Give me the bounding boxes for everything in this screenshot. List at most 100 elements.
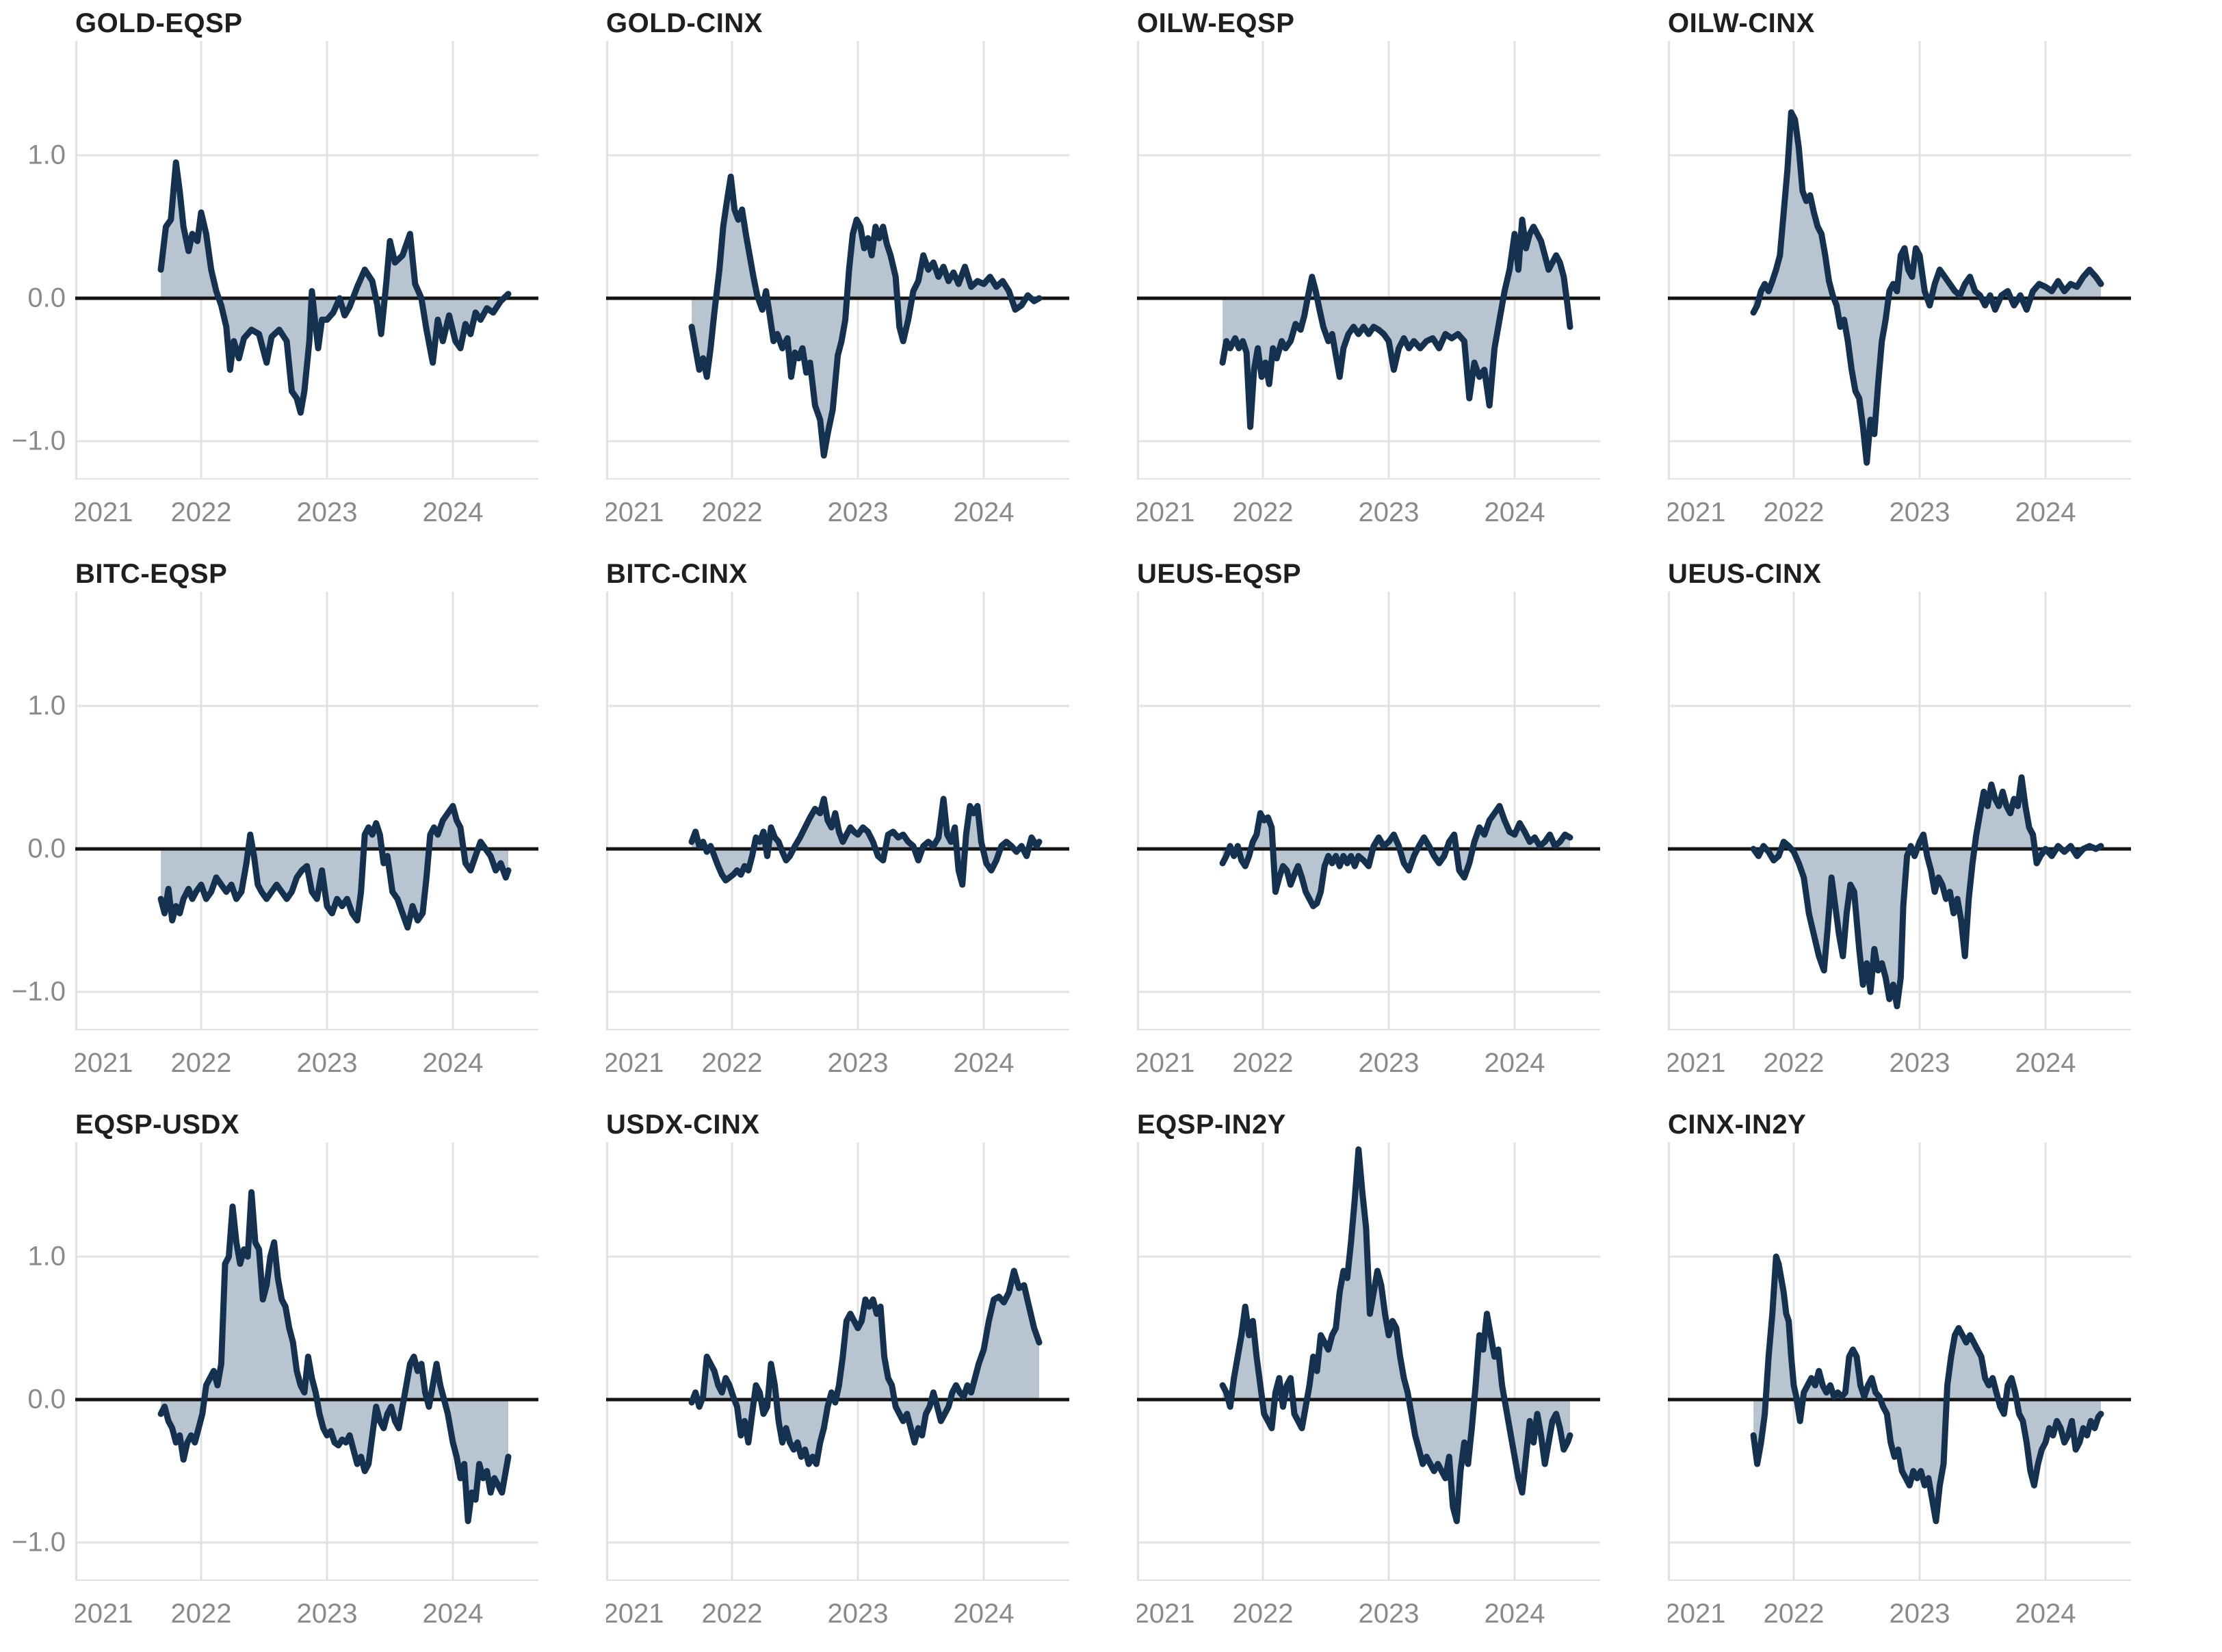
chart-panel: GOLD-EQSP 2021 2022 2023 2024 [75,0,606,551]
x-tick-label: 2024 [1485,1048,1545,1078]
series-line [1219,1146,1573,1525]
x-tick-label: 2022 [1764,1599,1825,1629]
x-tick-label: 2023 [1359,1048,1420,1078]
x-tick-label: 2023 [297,1599,358,1629]
panel-title: OILW-CINX [1668,8,1815,38]
y-tick-label: 0.0 [27,283,66,313]
chart-panel: BITC-EQSP 2021 2022 2023 2024 [75,551,606,1101]
chart-panel: BITC-CINX 2021 2022 2023 2024 [606,551,1137,1101]
x-tick-label: 2022 [702,1599,763,1629]
x-tick-label: 2023 [297,1048,358,1078]
panel-title: BITC-CINX [606,559,748,589]
chart-canvas: 2021 2022 2023 2024 [1668,41,2131,527]
x-tick-label: 2021 [75,1048,133,1078]
chart-canvas: 2021 2022 2023 2024 [1137,1142,1600,1629]
y-axis-gutter: 1.0 0.0 −1.0 [0,0,75,551]
x-tick-label: 2021 [1668,497,1725,527]
x-tick-label: 2022 [171,1048,232,1078]
panel-title: UEUS-EQSP [1137,559,1302,589]
series-area [1753,777,2101,1006]
panel-title: EQSP-USDX [75,1110,240,1140]
chart-canvas: 2021 2022 2023 2024 [75,592,538,1078]
x-tick-label: 2021 [606,1048,664,1078]
chart-panel: EQSP-USDX 2021 2022 2023 2024 [75,1101,606,1652]
x-tick-label: 2021 [1137,1599,1194,1629]
y-tick-label: −1.0 [12,425,66,456]
x-tick-label: 2021 [75,1599,133,1629]
x-tick-label: 2021 [75,497,133,527]
y-tick-label: 1.0 [27,1241,66,1272]
x-tick-label: 2024 [2015,497,2076,527]
x-tick-label: 2022 [1233,1599,1294,1629]
chart-panel: OILW-EQSP 2021 2022 2023 2024 [1137,0,1668,551]
x-tick-label: 2023 [828,1048,889,1078]
x-tick-label: 2024 [423,497,484,527]
series-line [1750,109,2104,466]
x-tick-label: 2021 [606,497,664,527]
panel-title: EQSP-IN2Y [1137,1110,1286,1140]
x-tick-label: 2023 [828,1599,889,1629]
panel-title: USDX-CINX [606,1110,760,1140]
series-line [157,1189,512,1525]
x-tick-label: 2024 [2015,1048,2076,1078]
series-area [1223,220,1570,428]
x-tick-label: 2024 [1485,497,1545,527]
chart-panel: EQSP-IN2Y 2021 2022 2023 2024 [1137,1101,1668,1652]
panel-title: BITC-EQSP [75,559,228,589]
y-tick-label: 0.0 [27,833,66,864]
x-tick-label: 2024 [423,1048,484,1078]
chart-canvas: 2021 2022 2023 2024 [1668,592,2131,1078]
chart-canvas: 2021 2022 2023 2024 [1137,592,1600,1078]
panel-title: OILW-EQSP [1137,8,1295,38]
series-line [157,159,512,416]
x-tick-label: 2022 [171,1599,232,1629]
chart-panel: UEUS-CINX 2021 2022 2023 2024 [1668,551,2199,1101]
x-tick-label: 2023 [297,497,358,527]
series-line [157,802,512,931]
chart-canvas: 2021 2022 2023 2024 [75,41,538,527]
x-tick-label: 2024 [954,1599,1015,1629]
chart-panel: GOLD-CINX 2021 2022 2023 2024 [606,0,1137,551]
x-tick-label: 2023 [1359,1599,1420,1629]
x-tick-label: 2023 [828,497,889,527]
x-tick-label: 2023 [1890,1048,1950,1078]
x-tick-label: 2022 [171,497,232,527]
series-line [688,173,1043,459]
series-area [161,1192,508,1521]
y-tick-label: 1.0 [27,140,66,170]
chart-canvas: 2021 2022 2023 2024 [606,41,1069,527]
x-tick-label: 2024 [1485,1599,1545,1629]
series-line [1750,774,2104,1010]
x-tick-label: 2023 [1890,497,1950,527]
series-line [1750,1253,2104,1525]
x-tick-label: 2021 [1137,1048,1194,1078]
y-tick-label: −1.0 [12,1527,66,1558]
x-tick-label: 2024 [423,1599,484,1629]
panel-title: GOLD-EQSP [75,8,243,38]
x-tick-label: 2022 [1233,1048,1294,1078]
y-tick-label: 1.0 [27,690,66,721]
y-axis-gutter: 1.0 0.0 −1.0 [0,551,75,1101]
x-tick-label: 2021 [1668,1048,1725,1078]
x-tick-label: 2024 [954,497,1015,527]
series-area [692,798,1039,885]
x-tick-label: 2022 [702,497,763,527]
chart-panel: UEUS-EQSP 2021 2022 2023 2024 [1137,551,1668,1101]
y-tick-label: −1.0 [12,976,66,1007]
series-line [1219,802,1573,910]
chart-panel: OILW-CINX 2021 2022 2023 2024 [1668,0,2199,551]
x-tick-label: 2022 [1764,1048,1825,1078]
series-area [1753,112,2101,463]
x-tick-label: 2021 [1668,1599,1725,1629]
x-tick-label: 2024 [954,1048,1015,1078]
x-tick-label: 2022 [1233,497,1294,527]
x-tick-label: 2022 [702,1048,763,1078]
series-line [688,796,1043,888]
chart-canvas: 2021 2022 2023 2024 [606,1142,1069,1629]
series-line [1219,216,1573,430]
panel-title: GOLD-CINX [606,8,763,38]
chart-canvas: 2021 2022 2023 2024 [75,1142,538,1629]
series-line [688,1268,1043,1467]
x-tick-label: 2023 [1890,1599,1950,1629]
